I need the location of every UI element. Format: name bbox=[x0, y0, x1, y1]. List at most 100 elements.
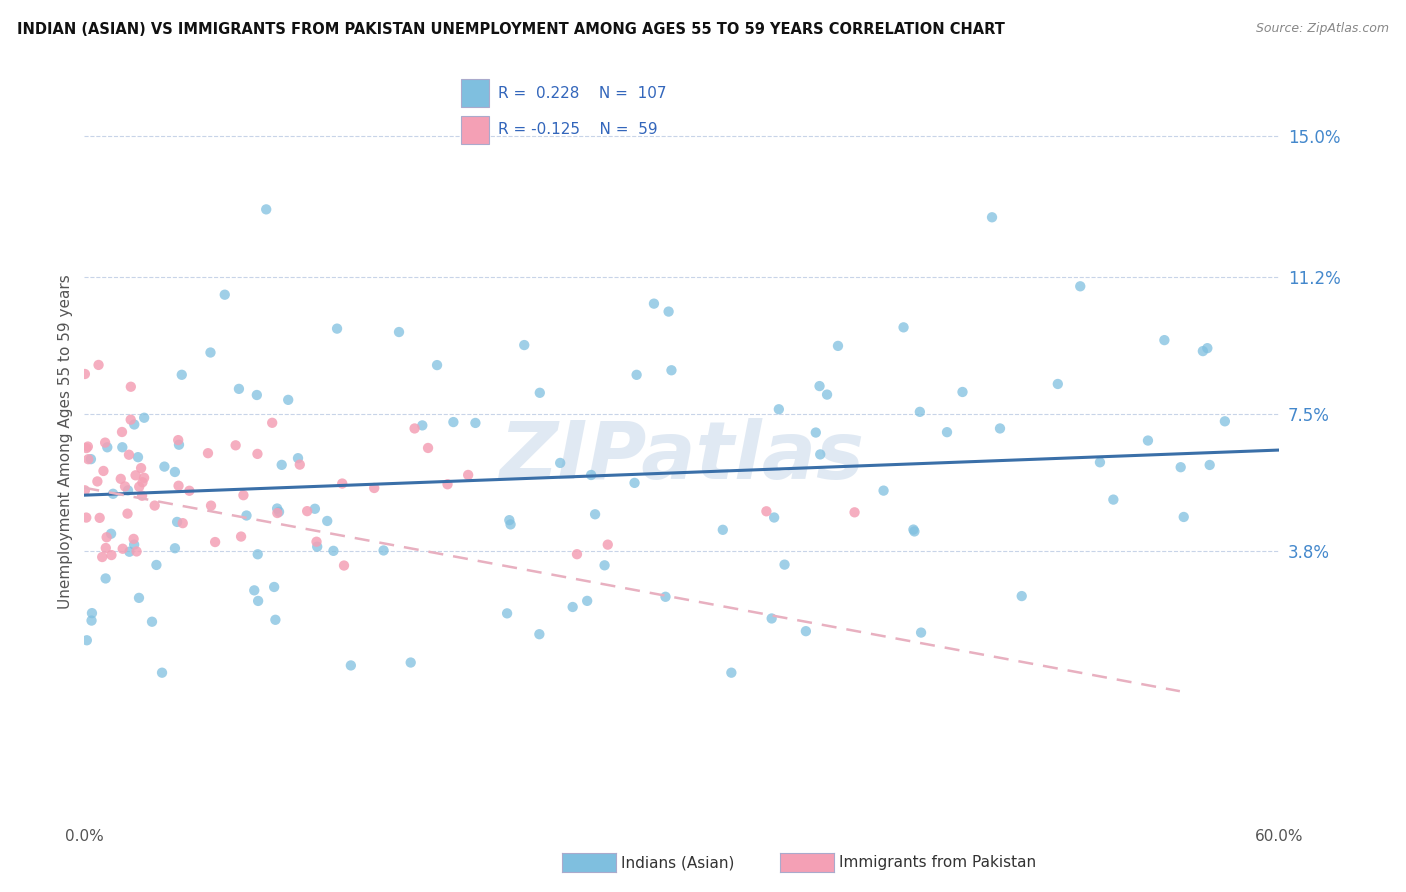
Point bbox=[426, 358, 449, 372]
Point bbox=[596, 538, 619, 552]
Point bbox=[163, 541, 186, 556]
Point bbox=[1088, 455, 1111, 469]
Point bbox=[1046, 376, 1069, 391]
Point bbox=[529, 627, 551, 641]
Point bbox=[579, 467, 602, 482]
Point bbox=[288, 458, 311, 472]
Point bbox=[576, 594, 599, 608]
Point bbox=[808, 379, 831, 393]
Point bbox=[872, 483, 894, 498]
Point bbox=[246, 447, 269, 461]
Point bbox=[94, 541, 117, 555]
Point bbox=[720, 665, 742, 680]
Point bbox=[145, 558, 167, 572]
Point bbox=[498, 513, 520, 527]
Point bbox=[529, 385, 551, 400]
Point bbox=[761, 611, 783, 625]
Point bbox=[658, 304, 681, 318]
Point bbox=[1198, 458, 1220, 472]
Point bbox=[197, 446, 219, 460]
Point bbox=[75, 510, 97, 524]
Point bbox=[499, 517, 522, 532]
Point bbox=[333, 558, 356, 573]
Point bbox=[225, 438, 247, 452]
Point bbox=[75, 441, 97, 455]
Point bbox=[457, 467, 479, 482]
Point bbox=[94, 571, 117, 585]
Point bbox=[167, 433, 190, 447]
Bar bbox=[461, 79, 489, 107]
Point bbox=[73, 367, 96, 381]
Point bbox=[94, 435, 117, 450]
Point bbox=[583, 508, 606, 522]
Text: Source: ZipAtlas.com: Source: ZipAtlas.com bbox=[1256, 22, 1389, 36]
Point bbox=[214, 287, 236, 301]
Text: R =  0.228    N =  107: R = 0.228 N = 107 bbox=[498, 86, 666, 101]
Point bbox=[322, 544, 344, 558]
Point bbox=[200, 345, 222, 359]
Point bbox=[129, 461, 152, 475]
Point bbox=[1170, 460, 1192, 475]
Point bbox=[235, 508, 257, 523]
Point bbox=[1069, 279, 1091, 293]
Point bbox=[388, 325, 411, 339]
Point bbox=[131, 489, 153, 503]
Point bbox=[114, 479, 136, 493]
Point bbox=[80, 614, 103, 628]
Point bbox=[76, 440, 98, 454]
Point bbox=[100, 548, 122, 562]
Point bbox=[232, 488, 254, 502]
Point bbox=[411, 418, 433, 433]
Point bbox=[166, 515, 188, 529]
Text: ZIPatlas: ZIPatlas bbox=[499, 417, 865, 496]
Point bbox=[267, 505, 290, 519]
Point bbox=[815, 387, 838, 401]
Point bbox=[316, 514, 339, 528]
Point bbox=[150, 665, 173, 680]
Point bbox=[93, 464, 115, 478]
Point bbox=[128, 480, 150, 494]
Point bbox=[326, 321, 349, 335]
Point bbox=[593, 558, 616, 573]
Point bbox=[122, 538, 145, 552]
Point bbox=[908, 405, 931, 419]
Point bbox=[141, 615, 163, 629]
Point bbox=[228, 382, 250, 396]
Point bbox=[903, 523, 925, 537]
Point bbox=[768, 402, 790, 417]
Point bbox=[295, 504, 318, 518]
Point bbox=[77, 452, 100, 467]
Point bbox=[266, 506, 288, 520]
Point bbox=[1192, 344, 1215, 359]
Point bbox=[111, 440, 134, 454]
Point bbox=[247, 594, 270, 608]
Point bbox=[936, 425, 959, 439]
Point bbox=[893, 320, 915, 334]
Point bbox=[246, 388, 269, 402]
Point bbox=[1102, 492, 1125, 507]
Point bbox=[1136, 434, 1159, 448]
Point bbox=[89, 511, 111, 525]
Point bbox=[441, 415, 464, 429]
Point bbox=[755, 504, 778, 518]
Point bbox=[80, 606, 103, 620]
Point bbox=[170, 368, 193, 382]
Point bbox=[96, 530, 118, 544]
Point bbox=[436, 477, 458, 491]
Point bbox=[124, 468, 146, 483]
Point bbox=[416, 441, 439, 455]
Point bbox=[643, 296, 665, 310]
Point bbox=[1011, 589, 1033, 603]
Point bbox=[179, 483, 201, 498]
Point bbox=[277, 392, 299, 407]
Point bbox=[548, 456, 571, 470]
Point bbox=[153, 459, 176, 474]
Point bbox=[270, 458, 292, 472]
Point bbox=[172, 516, 194, 530]
Point bbox=[330, 476, 353, 491]
Point bbox=[266, 501, 288, 516]
Point bbox=[131, 475, 153, 490]
Point bbox=[117, 483, 139, 498]
Point bbox=[305, 534, 328, 549]
Point bbox=[1173, 510, 1195, 524]
